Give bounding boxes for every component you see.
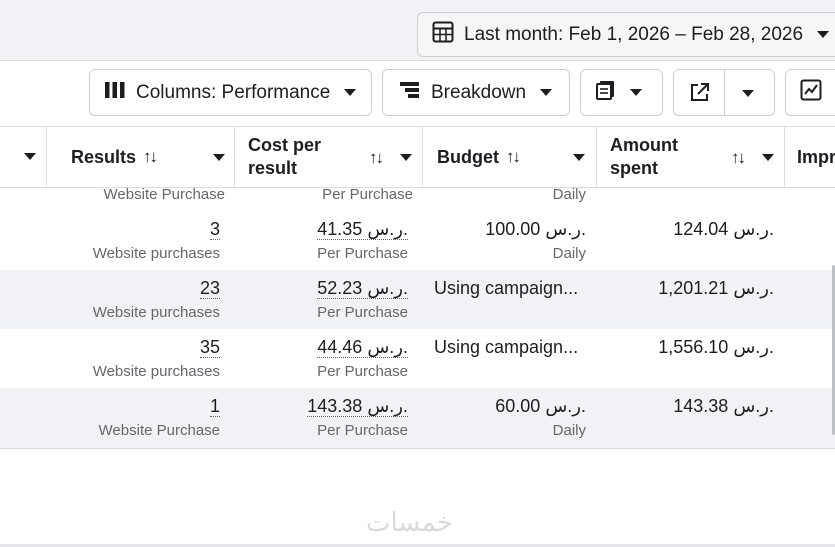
- breakdown-icon: [400, 81, 420, 104]
- columns-icon: [105, 81, 125, 104]
- columns-label: Columns: Performance: [136, 81, 331, 103]
- amount-spent-value: 124.04 ر.س.: [673, 219, 774, 239]
- cost-per-result-value[interactable]: 44.46 ر.س.: [317, 337, 408, 358]
- table-header: Results ↑↓ Cost per result ↑↓ Budget ↑↓ …: [0, 126, 835, 188]
- cost-per-result-value[interactable]: 143.38 ر.س.: [307, 396, 408, 417]
- caret-down-icon: [630, 89, 642, 96]
- breakdown-button[interactable]: Breakdown: [382, 69, 570, 116]
- sort-icon[interactable]: ↑↓: [731, 148, 746, 167]
- bottom-divider: [0, 544, 835, 547]
- budget-value: Using campaign...: [434, 278, 579, 298]
- budget-value: 60.00 ر.س.: [495, 396, 586, 416]
- cost-per-result-value[interactable]: 52.23 ر.س.: [317, 278, 408, 299]
- calendar-table-icon: [432, 21, 454, 48]
- amount-spent-value: 1,201.21 ر.س.: [658, 278, 774, 298]
- budget-value: 100.00 ر.س.: [485, 219, 586, 239]
- budget-value: Using campaign...: [434, 337, 579, 357]
- sort-icon[interactable]: ↑↓: [143, 147, 158, 166]
- caret-down-icon[interactable]: [742, 90, 754, 97]
- table-row[interactable]: 3 Website purchases 41.35 ر.س. Per Purch…: [92, 219, 774, 262]
- amount-spent-value: 143.38 ر.س.: [673, 396, 774, 416]
- caret-down-icon: [344, 89, 357, 96]
- column-header-results[interactable]: Results ↑↓: [71, 127, 231, 187]
- date-range-label: Last month: Feb 1, 2026 – Feb 28, 2026: [464, 23, 804, 45]
- caret-down-icon: [817, 31, 830, 38]
- sort-icon[interactable]: ↑↓: [506, 147, 521, 166]
- reports-icon: [596, 80, 616, 105]
- export-icon[interactable]: [689, 82, 710, 108]
- vertical-scrollbar[interactable]: [832, 265, 835, 435]
- caret-down-icon[interactable]: [762, 154, 774, 161]
- column-header-amount-spent[interactable]: Amount spent ↑↓: [610, 127, 780, 187]
- breakdown-label: Breakdown: [431, 81, 527, 103]
- date-range-button[interactable]: Last month: Feb 1, 2026 – Feb 28, 2026: [417, 12, 835, 57]
- caret-down-icon: [540, 89, 553, 96]
- table-bottom-border: [0, 448, 835, 449]
- column-header-budget[interactable]: Budget ↑↓: [437, 127, 592, 187]
- column-header-impressions[interactable]: Impr: [797, 146, 835, 167]
- export-split-button[interactable]: [673, 69, 775, 116]
- sort-icon[interactable]: ↑↓: [369, 148, 384, 167]
- results-value[interactable]: 35: [199, 337, 220, 358]
- results-value[interactable]: 23: [199, 278, 220, 299]
- table-row[interactable]: 1 Website Purchase 143.38 ر.س. Per Purch…: [0, 388, 835, 448]
- columns-button[interactable]: Columns: Performance: [89, 69, 372, 116]
- table-row-partial: Website Purchase Per Purchase Daily: [103, 186, 586, 203]
- caret-down-icon[interactable]: [400, 154, 412, 161]
- caret-down-icon[interactable]: [573, 154, 585, 161]
- table-row[interactable]: 23 Website purchases 52.23 ر.س. Per Purc…: [0, 270, 835, 329]
- chart-button[interactable]: [785, 69, 835, 116]
- trend-chart-icon: [800, 79, 822, 106]
- cost-per-result-value[interactable]: 41.35 ر.س.: [317, 219, 408, 240]
- caret-down-icon[interactable]: [24, 153, 36, 160]
- caret-down-icon[interactable]: [213, 154, 225, 161]
- amount-spent-value: 1,556.10 ر.س.: [658, 337, 774, 357]
- results-value[interactable]: 1: [209, 396, 220, 417]
- table-row[interactable]: 35 Website purchases 44.46 ر.س. Per Purc…: [92, 337, 774, 380]
- reports-button[interactable]: [580, 69, 663, 116]
- column-header-cost-per-result[interactable]: Cost per result ↑↓: [248, 127, 418, 187]
- watermark: خمسات: [366, 508, 453, 538]
- results-value[interactable]: 3: [209, 219, 220, 240]
